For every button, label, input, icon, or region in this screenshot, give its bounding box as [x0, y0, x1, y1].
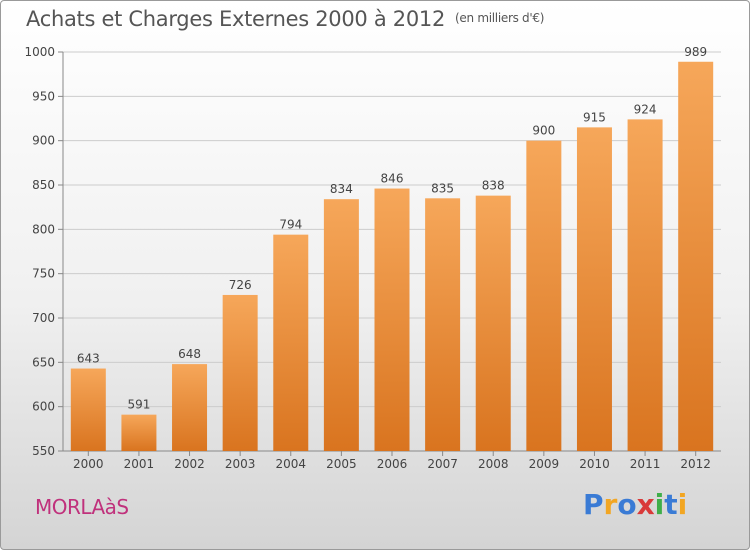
y-tick-label: 1000: [24, 45, 55, 59]
bar-value-label: 924: [634, 102, 657, 116]
bar-value-label: 643: [77, 352, 100, 366]
bar-value-label: 648: [178, 347, 201, 361]
y-tick-label: 850: [32, 178, 55, 192]
bar-value-label: 834: [330, 182, 353, 196]
x-tick-label: 2009: [529, 457, 560, 471]
bar-value-label: 835: [431, 181, 454, 195]
y-tick-label: 650: [32, 355, 55, 369]
chart-title-text: Achats et Charges Externes 2000 à 2012: [26, 7, 446, 31]
chart-title: Achats et Charges Externes 2000 à 2012 (e…: [26, 7, 544, 31]
bar-value-label: 915: [583, 110, 606, 124]
logo-letter: i: [677, 488, 688, 521]
y-tick-label: 600: [32, 400, 55, 414]
bar-value-label: 591: [127, 398, 150, 412]
proxiti-logo[interactable]: Proxiti: [583, 488, 687, 521]
bar-2011: [627, 119, 663, 452]
logo-letter: i: [654, 488, 665, 521]
x-tick-label: 2002: [174, 457, 205, 471]
bar-value-label: 726: [229, 278, 252, 292]
x-tick-label: 2003: [225, 457, 256, 471]
x-tick-label: 2012: [680, 457, 711, 471]
city-name: MORLAàS: [35, 495, 129, 519]
y-tick-label: 750: [32, 267, 55, 281]
y-tick-label: 550: [32, 444, 55, 458]
axis-layer: 550 600 650 700 750 800 850 900 950 1000 2000 2001 2…: [24, 45, 721, 471]
y-tick-label: 900: [32, 134, 55, 148]
bar-value-label: 794: [279, 218, 302, 232]
logo-letter: P: [583, 488, 604, 521]
bar-2006: [374, 188, 410, 451]
bar-2005: [323, 199, 359, 451]
chart-unit: (en milliers d'€): [455, 11, 545, 25]
bar-value-label: 838: [482, 179, 505, 193]
bar-layer: [70, 61, 714, 452]
x-tick-label: 2010: [579, 457, 610, 471]
y-tick-label: 800: [32, 222, 55, 236]
x-tick-label: 2011: [630, 457, 661, 471]
y-tick-label: 700: [32, 311, 55, 325]
bar-2010: [576, 127, 612, 451]
x-tick-label: 2005: [326, 457, 357, 471]
bar-2003: [222, 294, 258, 451]
logo-letter: o: [617, 488, 637, 521]
bar-2009: [526, 140, 562, 451]
bar-2004: [273, 234, 309, 451]
x-tick-label: 2001: [124, 457, 155, 471]
bar-2002: [172, 364, 208, 451]
bar-value-label: 846: [381, 172, 404, 186]
bar-2001: [121, 414, 157, 451]
logo-letter: x: [636, 488, 655, 521]
x-tick-label: 2004: [275, 457, 306, 471]
logo-letter: r: [603, 488, 618, 521]
x-tick-label: 2007: [427, 457, 458, 471]
bar-2012: [678, 61, 714, 452]
x-tick-label: 2008: [478, 457, 509, 471]
x-tick-label: 2006: [377, 457, 408, 471]
bar-2007: [425, 198, 461, 451]
label-layer: 643 591 648 726 794 834 846 835 838 900 915 924 989: [77, 45, 707, 412]
logo-letter: t: [664, 488, 678, 521]
bar-2000: [70, 368, 106, 451]
bar-2008: [475, 195, 511, 451]
y-tick-label: 950: [32, 89, 55, 103]
bar-value-label: 989: [684, 45, 707, 59]
bar-value-label: 900: [532, 124, 555, 138]
x-tick-label: 2000: [73, 457, 104, 471]
